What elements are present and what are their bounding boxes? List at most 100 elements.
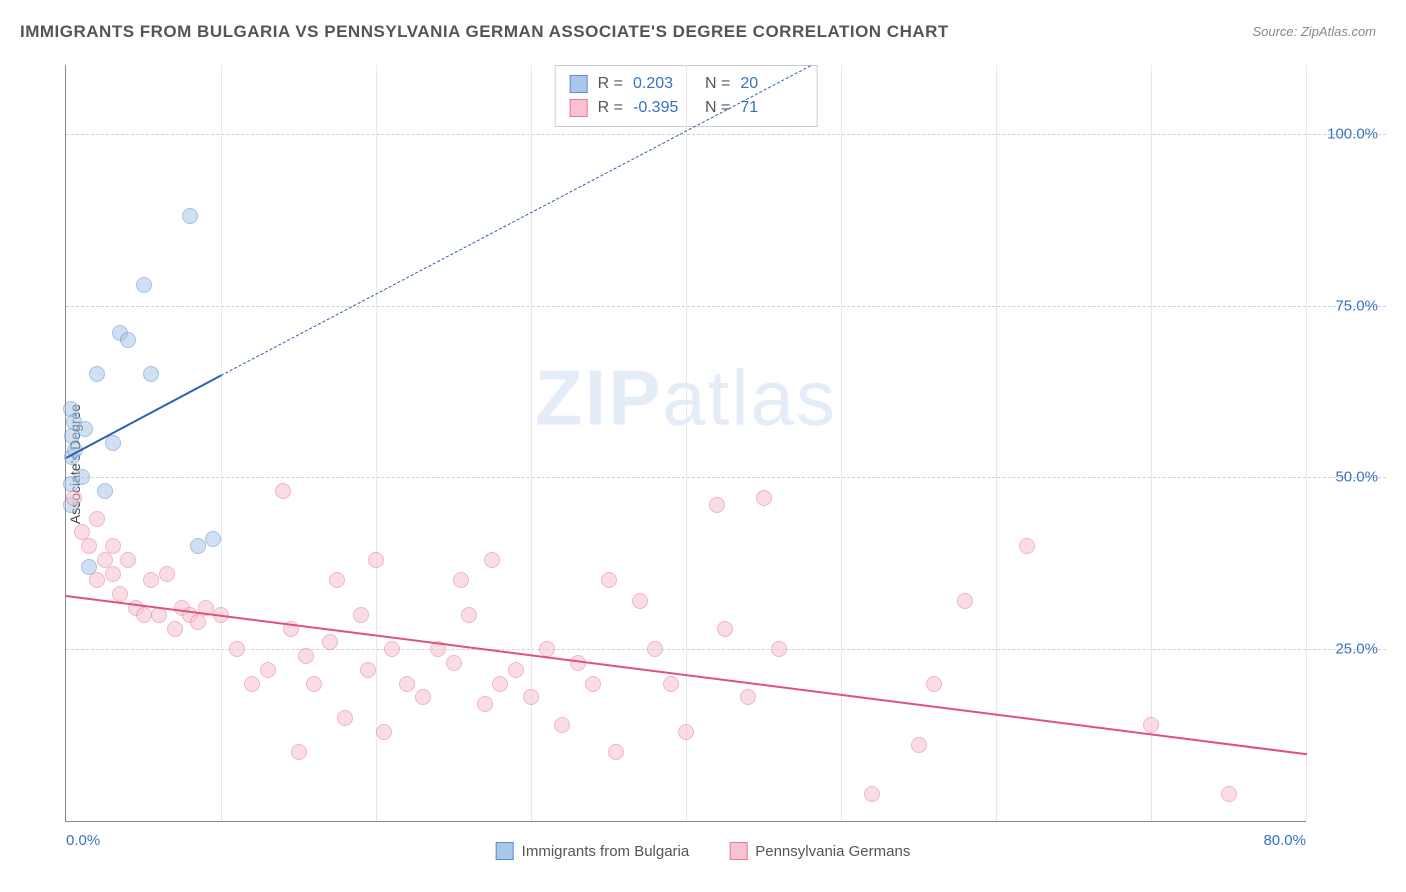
gridline-horizontal [66,649,1386,650]
data-point-penn_german [523,689,539,705]
data-point-bulgaria [136,277,152,293]
data-point-penn_german [647,641,663,657]
data-point-bulgaria [74,469,90,485]
data-point-penn_german [322,634,338,650]
gridline-horizontal [66,306,1386,307]
data-point-penn_german [244,676,260,692]
legend: Immigrants from Bulgaria Pennsylvania Ger… [496,842,911,860]
gridline-vertical [686,65,687,821]
data-point-penn_german [120,552,136,568]
data-point-penn_german [66,490,82,506]
gridline-vertical [996,65,997,821]
data-point-penn_german [89,511,105,527]
data-point-bulgaria [105,435,121,451]
data-point-penn_german [159,566,175,582]
data-point-penn_german [229,641,245,657]
n-value: 20 [740,72,802,96]
gridline-horizontal [66,477,1386,478]
data-point-penn_german [864,786,880,802]
data-point-penn_german [453,572,469,588]
gridline-vertical [1306,65,1307,821]
data-point-penn_german [275,483,291,499]
y-tick-label: 75.0% [1335,297,1378,314]
data-point-penn_german [89,572,105,588]
y-tick-label: 100.0% [1327,125,1378,142]
data-point-penn_german [291,744,307,760]
data-point-penn_german [298,648,314,664]
data-point-penn_german [399,676,415,692]
source-attribution: Source: ZipAtlas.com [1252,24,1376,39]
r-label: R = [598,72,623,96]
gridline-vertical [221,65,222,821]
data-point-penn_german [360,662,376,678]
data-point-penn_german [554,717,570,733]
data-point-penn_german [105,566,121,582]
gridline-vertical [841,65,842,821]
legend-item: Immigrants from Bulgaria [496,842,690,860]
gridline-vertical [531,65,532,821]
data-point-bulgaria [143,366,159,382]
legend-item: Pennsylvania Germans [729,842,910,860]
data-point-penn_german [508,662,524,678]
r-label: R = [598,96,623,120]
data-point-penn_german [632,593,648,609]
data-point-penn_german [771,641,787,657]
data-point-penn_german [709,497,725,513]
data-point-penn_german [384,641,400,657]
data-point-penn_german [446,655,462,671]
data-point-bulgaria [97,483,113,499]
data-point-penn_german [329,572,345,588]
data-point-penn_german [368,552,384,568]
data-point-penn_german [461,607,477,623]
data-point-penn_german [81,538,97,554]
data-point-bulgaria [205,531,221,547]
data-point-penn_german [1143,717,1159,733]
data-point-penn_german [957,593,973,609]
x-tick-label: 0.0% [66,832,100,849]
x-tick-label: 80.0% [1263,832,1306,849]
gridline-horizontal [66,134,1386,135]
data-point-penn_german [740,689,756,705]
legend-label: Immigrants from Bulgaria [522,843,690,860]
chart-container: Associate's Degree ZIPatlas R =0.203N =2… [20,55,1386,872]
data-point-penn_german [415,689,431,705]
data-point-bulgaria [190,538,206,554]
data-point-penn_german [260,662,276,678]
data-point-penn_german [608,744,624,760]
data-point-penn_german [492,676,508,692]
data-point-penn_german [353,607,369,623]
gridline-vertical [1151,65,1152,821]
data-point-penn_german [756,490,772,506]
data-point-penn_german [136,607,152,623]
data-point-penn_german [167,621,183,637]
n-label: N = [705,72,730,96]
data-point-penn_german [601,572,617,588]
y-tick-label: 50.0% [1335,469,1378,486]
watermark-atlas: atlas [662,353,837,441]
gridline-vertical [376,65,377,821]
data-point-penn_german [112,586,128,602]
swatch-bulgaria [570,75,588,93]
chart-title: IMMIGRANTS FROM BULGARIA VS PENNSYLVANIA… [20,22,949,42]
n-value: 71 [740,96,802,120]
data-point-penn_german [1019,538,1035,554]
data-point-penn_german [105,538,121,554]
trend-line-extrapolated [221,65,811,376]
plot-area: ZIPatlas R =0.203N =20R =-0.395N =71 25.… [65,65,1306,822]
trend-line [66,375,222,459]
data-point-penn_german [306,676,322,692]
data-point-penn_german [190,614,206,630]
data-point-penn_german [484,552,500,568]
data-point-penn_german [376,724,392,740]
data-point-bulgaria [120,332,136,348]
data-point-penn_german [663,676,679,692]
data-point-penn_german [1221,786,1237,802]
data-point-penn_german [337,710,353,726]
legend-label: Pennsylvania Germans [755,843,910,860]
y-tick-label: 25.0% [1335,641,1378,658]
data-point-penn_german [911,737,927,753]
data-point-bulgaria [77,421,93,437]
data-point-penn_german [678,724,694,740]
data-point-penn_german [717,621,733,637]
legend-swatch [496,842,514,860]
